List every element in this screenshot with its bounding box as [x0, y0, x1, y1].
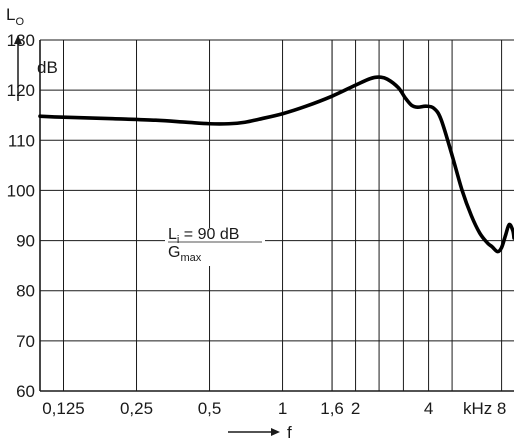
tick-labels: 60 70 80 90 100 110 120 130 0,125 0,25 0,5 1 1,6 2 4 8 — [7, 31, 507, 418]
y-axis-title-sub: O — [15, 16, 24, 28]
y-axis-title-main: L — [6, 5, 15, 24]
y-axis-title: LO — [6, 5, 24, 28]
annotation-gmax-sub: max — [180, 252, 201, 264]
y-tick-label-90: 90 — [16, 232, 35, 251]
y-tick-label-100: 100 — [7, 181, 35, 200]
y-tick-label-60: 60 — [16, 382, 35, 401]
x-axis-title: f — [287, 423, 292, 442]
x-arrow-head-icon — [271, 428, 280, 436]
x-tick-label-0: 0,125 — [42, 399, 85, 418]
x-tick-label-5: 2 — [351, 399, 360, 418]
annotation-li-main: L — [168, 226, 177, 243]
x-tick-label-2: 0,5 — [198, 399, 222, 418]
annotation-background — [165, 228, 265, 266]
y-tick-label-130: 130 — [7, 31, 35, 50]
annotation-gain: Gmax — [168, 244, 202, 264]
y-tick-label-110: 110 — [8, 131, 35, 150]
y-tick-label-80: 80 — [16, 282, 35, 301]
grid — [40, 39, 514, 392]
series-line-0 — [38, 75, 514, 254]
annotation-gmax-main: G — [168, 244, 180, 261]
x-tick-label-1: 0,25 — [120, 399, 153, 418]
y-tick-label-70: 70 — [16, 332, 35, 351]
series — [38, 75, 514, 254]
x-tick-label-7: 8 — [497, 399, 506, 418]
annotation-li-sub: i — [177, 234, 179, 246]
annotation-li-value: = 90 dB — [179, 226, 239, 243]
annotation-input-level: Li = 90 dB — [168, 226, 239, 246]
x-tick-label-3: 1 — [278, 399, 287, 418]
y-arrow-head-icon — [14, 35, 22, 44]
x-axis-unit: kHz — [463, 399, 492, 418]
annotation-block: Li = 90 dB Gmax — [165, 226, 265, 266]
x-tick-label-6: 4 — [424, 399, 433, 418]
x-tick-label-4: 1,6 — [320, 399, 344, 418]
y-tick-label-120: 120 — [7, 81, 35, 100]
axes — [39, 39, 514, 392]
y-axis-unit: dB — [37, 58, 58, 77]
